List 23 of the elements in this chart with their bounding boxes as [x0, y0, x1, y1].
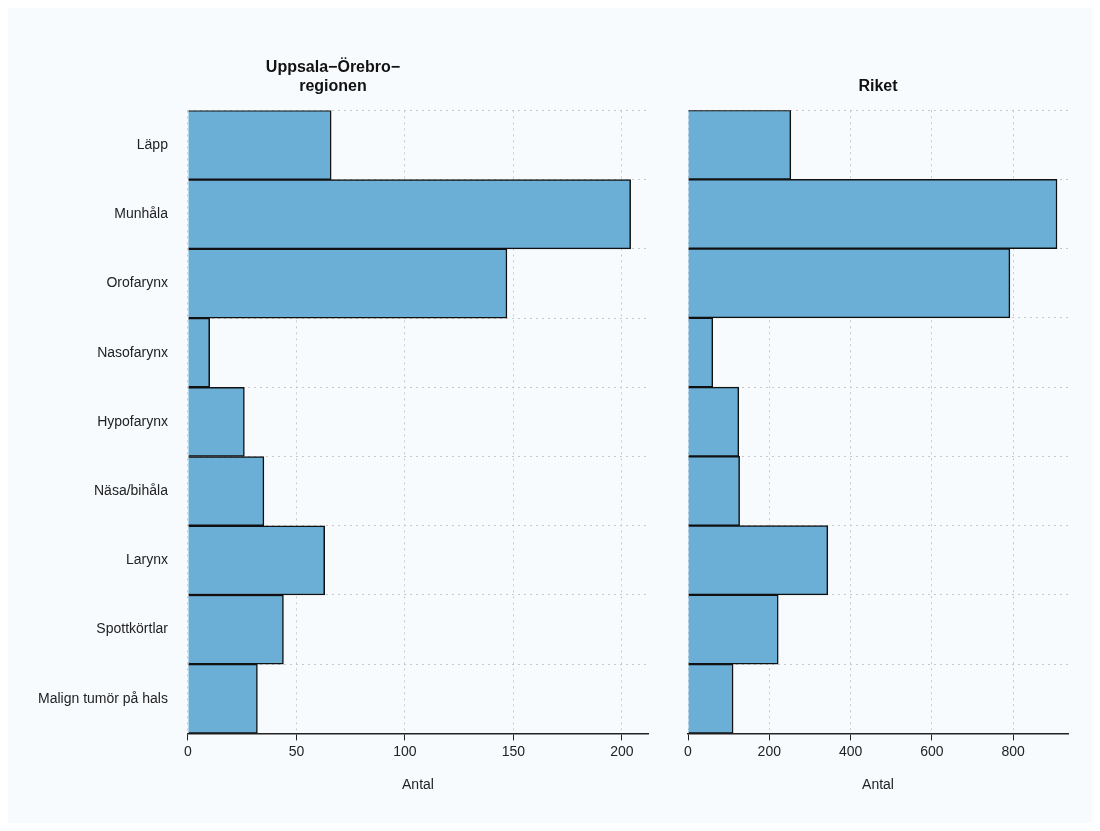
- y-tick-label: Läpp: [136, 135, 169, 152]
- y-tick-label: Malign tumör på hals: [38, 689, 168, 706]
- y-tick-label: Hypofarynx: [97, 412, 168, 429]
- y-tick-label: Munhåla: [114, 205, 169, 222]
- y-tick-label: Spottkörtlar: [96, 620, 169, 637]
- chart-title: Riket: [858, 77, 899, 95]
- x-tick-label: 150: [501, 742, 526, 759]
- y-tick-label: Nasofarynx: [97, 343, 168, 360]
- x-tick-label: 0: [184, 742, 193, 759]
- y-tick-label: Larynx: [125, 551, 168, 568]
- x-tick-label: 600: [920, 742, 944, 759]
- x-tick-label: 200: [757, 742, 782, 759]
- x-tick-label: 800: [1001, 742, 1026, 759]
- x-tick-label: 50: [288, 742, 305, 759]
- x-axis-title: Antal: [402, 776, 434, 793]
- chart-title: Uppsala−Örebro−regionen: [265, 57, 401, 95]
- y-tick-label: Orofarynx: [106, 274, 168, 291]
- x-tick-label: 400: [838, 742, 863, 759]
- y-tick-label: Näsa/bihåla: [94, 481, 169, 498]
- x-tick-label: 0: [684, 742, 693, 759]
- x-tick-label: 200: [610, 742, 634, 759]
- x-axis-title: Antal: [862, 776, 894, 793]
- x-tick-label: 100: [393, 742, 417, 759]
